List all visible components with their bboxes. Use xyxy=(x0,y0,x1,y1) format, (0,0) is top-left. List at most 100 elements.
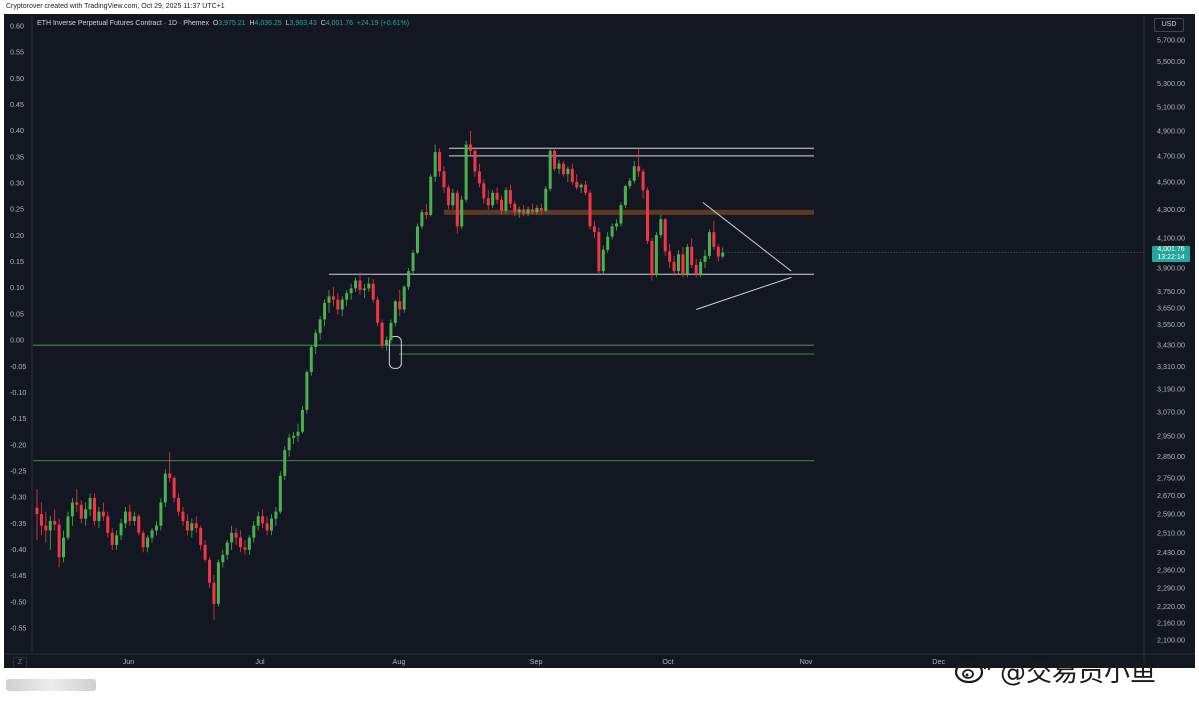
right-axis-tick-label: 2,750.00 xyxy=(1157,473,1185,482)
right-axis-tick-label: 3,650.00 xyxy=(1157,303,1185,312)
candle xyxy=(62,530,66,563)
currency-button[interactable]: USD xyxy=(1154,18,1184,32)
candle-body xyxy=(694,264,698,275)
bar-countdown: 13:22:14 xyxy=(1157,253,1185,261)
symbol-title: ETH Inverse Perpetual Futures Contract ·… xyxy=(37,20,209,27)
candle-body xyxy=(561,163,565,175)
right-axis-tick-label: 5,300.00 xyxy=(1157,79,1185,88)
candle xyxy=(300,405,304,434)
candle xyxy=(376,296,380,327)
candle-body xyxy=(451,192,455,206)
candle-body xyxy=(345,293,349,300)
candle xyxy=(190,518,194,538)
right-axis-tick-label: 5,500.00 xyxy=(1157,57,1185,66)
candle xyxy=(97,507,101,529)
zoom-reset-button[interactable]: Z xyxy=(13,657,27,668)
time-axis-tick-label: Aug xyxy=(393,657,406,666)
candle xyxy=(539,203,543,215)
candle xyxy=(181,507,185,526)
candle xyxy=(177,493,181,517)
candle xyxy=(685,243,689,278)
candle xyxy=(442,166,446,193)
candle-body xyxy=(230,532,234,543)
candle-body xyxy=(455,192,459,227)
symbol-legend: ETH Inverse Perpetual Futures Contract ·… xyxy=(37,20,409,27)
candle xyxy=(712,220,716,250)
candle-body xyxy=(491,192,495,206)
candle-body xyxy=(194,523,198,529)
candle-body xyxy=(354,280,358,289)
candle-body xyxy=(469,144,473,151)
candle-body xyxy=(685,246,689,275)
candle xyxy=(721,247,725,259)
candle-body xyxy=(309,346,313,373)
candle-body xyxy=(650,240,654,275)
chart-svg[interactable]: 0.60 0.55 0.50 0.45 0.40 0.35 0.30 0.25 0.20 0.15… xyxy=(4,14,1195,668)
candle-body xyxy=(557,163,561,169)
candle xyxy=(349,283,353,300)
candle-body xyxy=(460,199,464,227)
candle xyxy=(411,249,415,275)
candle-body xyxy=(261,516,265,524)
candle xyxy=(592,220,596,238)
candle xyxy=(75,488,79,512)
candle xyxy=(256,511,260,531)
candle-body xyxy=(150,530,154,538)
right-axis-tick-label: 2,100.00 xyxy=(1157,636,1185,645)
candle-body xyxy=(544,188,548,211)
candle-body xyxy=(663,219,667,252)
left-axis-tick-label: -0.25 xyxy=(10,466,26,475)
candle-body xyxy=(707,232,711,256)
candle xyxy=(79,500,83,524)
candle xyxy=(584,180,588,196)
candle xyxy=(371,278,375,303)
candle-body xyxy=(575,182,579,188)
candle xyxy=(703,249,707,269)
candle-body xyxy=(336,299,340,310)
candle-body xyxy=(429,176,433,215)
candle xyxy=(128,504,132,526)
candle-body xyxy=(402,286,406,310)
candle-body xyxy=(323,302,327,320)
candle xyxy=(203,540,207,563)
candle-body xyxy=(340,299,344,310)
left-axis-tick-label: 0.00 xyxy=(10,336,24,345)
left-axis-tick-label: -0.30 xyxy=(10,493,26,502)
candle xyxy=(208,557,212,588)
chart-panel[interactable]: 0.60 0.55 0.50 0.45 0.40 0.35 0.30 0.25 0.20 0.15… xyxy=(4,14,1195,668)
candle xyxy=(194,516,198,533)
candle xyxy=(331,286,335,307)
candle xyxy=(101,502,105,521)
candle xyxy=(460,195,464,230)
candle xyxy=(477,163,481,188)
candle xyxy=(464,140,468,203)
candle xyxy=(707,229,711,259)
candle xyxy=(504,187,508,214)
candle xyxy=(438,148,442,177)
candle-body xyxy=(247,537,251,550)
left-axis-tick-label: -0.55 xyxy=(10,624,26,633)
candle-body xyxy=(318,319,322,334)
candle-body xyxy=(239,537,243,548)
candle xyxy=(57,518,61,568)
change-value: +24.19 (+0.61%) xyxy=(356,20,410,27)
right-axis-tick-label: 2,160.00 xyxy=(1157,619,1185,628)
left-axis-tick-label: -0.35 xyxy=(10,519,26,528)
candle-body xyxy=(106,516,110,533)
candle-body xyxy=(592,226,596,233)
left-axis-tick-label: 0.55 xyxy=(10,48,24,57)
candle-body xyxy=(433,152,437,177)
candle xyxy=(544,186,548,213)
left-axis-tick-label: 0.20 xyxy=(10,231,24,240)
candle xyxy=(451,188,455,210)
candle-body xyxy=(610,226,614,237)
candle xyxy=(362,283,366,299)
candle-body xyxy=(97,511,101,521)
candle xyxy=(230,525,234,550)
candle xyxy=(433,144,437,183)
right-axis-tick-label: 4,100.00 xyxy=(1157,233,1185,242)
candle-body xyxy=(53,520,57,525)
last-price-value: 4,001.76 xyxy=(1157,245,1185,253)
candle xyxy=(637,148,641,177)
candle-body xyxy=(712,232,716,247)
